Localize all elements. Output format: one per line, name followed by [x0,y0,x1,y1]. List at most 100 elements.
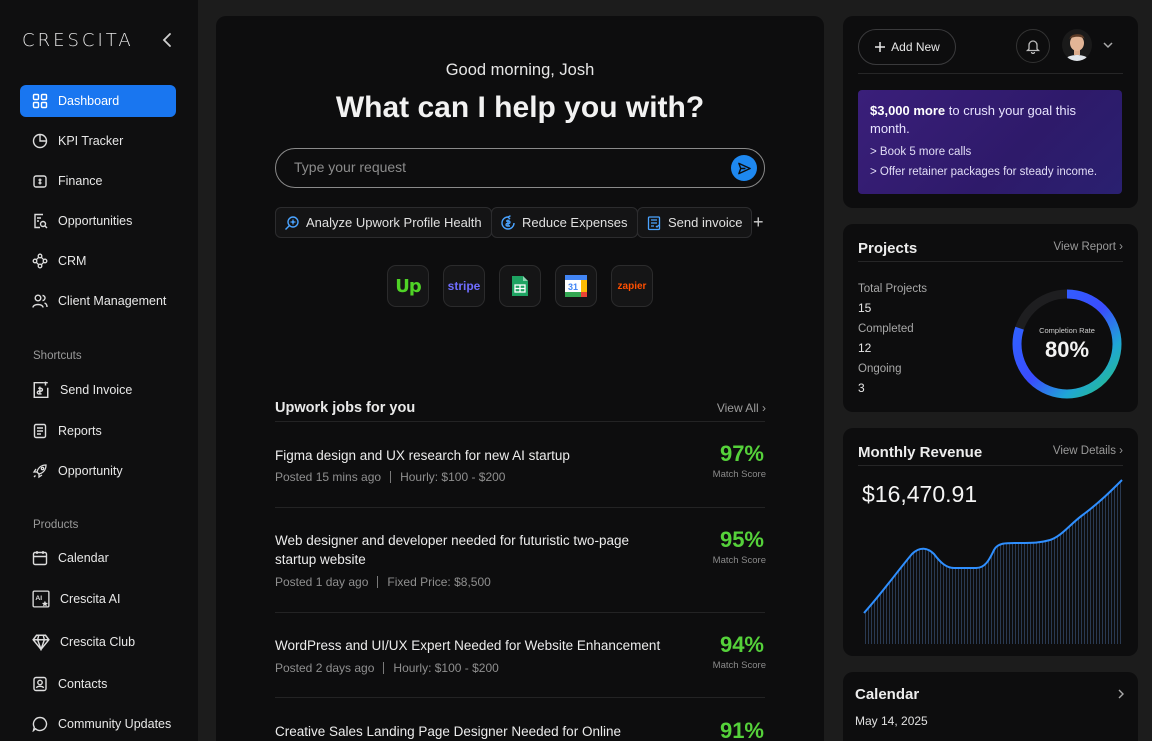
chevron-right-icon[interactable] [1116,688,1126,700]
shortcuts-heading: Shortcuts [33,350,82,362]
divider [858,73,1123,74]
product-calendar[interactable]: Calendar [20,542,176,574]
send-button[interactable] [731,155,757,181]
stripe-logo: stripe [447,279,481,293]
bell-icon [1025,40,1041,54]
nav-finance[interactable]: Finance [20,165,176,197]
notifications-button[interactable] [1016,29,1050,63]
product-crescita-club[interactable]: Crescita Club [20,626,176,658]
job-title[interactable]: WordPress and UI/UX Expert Needed for We… [275,638,661,653]
divider [275,697,765,698]
job-posted: Posted 15 mins ago [275,470,382,484]
nav-kpi-tracker[interactable]: KPI Tracker [20,125,176,157]
view-details-link[interactable]: View Details › [1052,445,1123,457]
nav-client-management[interactable]: Client Management [20,285,176,317]
jobs-section-title: Upwork jobs for you [275,400,416,416]
avatar[interactable] [1062,29,1092,61]
ongoing-label: Ongoing [858,363,902,375]
match-score: 94% [719,632,764,657]
job-title[interactable]: Figma design and UX research for new AI … [275,448,570,463]
shortcut-opportunity[interactable]: Opportunity [20,455,176,487]
goal-tip: > Offer retainer packages for steady inc… [870,166,1098,178]
divider [275,612,765,613]
chevron-down-icon[interactable] [1101,38,1115,52]
view-all-jobs-link[interactable]: View All › [716,401,766,415]
product-community-updates[interactable]: Community Updates [20,708,176,740]
view-report-link[interactable]: View Report › [1053,241,1123,253]
google-calendar-integration[interactable]: 31 [555,265,597,307]
nav-label: Send Invoice [60,383,133,397]
nav-label: Crescita Club [60,635,136,649]
wallet-icon [33,175,47,188]
goal-card[interactable]: $3,000 more to crush your goal this mont… [858,90,1122,194]
nav-dashboard[interactable]: Dashboard [20,85,176,117]
projects-panel: Projects View Report › Total Projects 15… [843,224,1138,412]
shortcut-send-invoice[interactable]: Send Invoice [20,374,176,406]
dashboard-icon [32,93,48,109]
job-posted: Posted 1 day ago [275,575,369,589]
revenue-chart [863,479,1123,644]
total-projects-value: 15 [858,301,872,315]
sidebar: CRESCITA Dashboard KPI Tracker Finance O… [0,0,198,741]
calendar-day: 31 [568,282,578,292]
product-contacts[interactable]: Contacts [20,668,176,700]
assistant-panel: Good morning, Josh What can I help you w… [216,16,824,741]
collapse-sidebar-icon[interactable] [158,30,176,50]
plus-icon [875,42,886,52]
divider [275,421,765,422]
match-score-label: Match Score [712,555,766,566]
svg-text:AI: AI [35,595,42,602]
revenue-panel: Monthly Revenue View Details › $16,470.9… [843,428,1138,656]
revenue-title: Monthly Revenue [858,444,983,461]
divider [275,507,765,508]
upwork-integration[interactable]: Up [387,265,429,307]
nav-label: Calendar [58,551,109,565]
view-report-label: View Report [1053,241,1116,253]
chip-reduce-expenses[interactable]: Reduce Expenses [491,207,638,238]
calendar-icon [32,551,48,566]
nav-label: KPI Tracker [58,134,124,148]
completed-value: 12 [858,341,872,355]
stripe-integration[interactable]: stripe [443,265,485,307]
nav-label: Reports [58,424,102,438]
job-posted: Posted 2 days ago [275,661,375,675]
contacts-icon [33,676,47,692]
job-title[interactable]: Web designer and developer needed for fu… [275,533,629,567]
rocket-icon [32,464,47,479]
diamond-icon [32,634,50,651]
match-score: 91% [719,718,764,741]
ai-icon: AI [32,590,50,608]
zapier-integration[interactable]: zapier [611,265,653,307]
nav-label: CRM [58,254,87,268]
add-chip-button[interactable]: + [753,212,764,232]
completion-rate-label: Completion Rate [1039,326,1095,335]
pie-chart-icon [32,133,48,149]
users-icon [32,294,48,308]
divider [858,261,1123,262]
chip-analyze-upwork[interactable]: Analyze Upwork Profile Health [275,207,492,238]
nav-crm[interactable]: CRM [20,245,176,277]
nav-label: Contacts [58,677,108,691]
report-icon [33,423,47,439]
request-input[interactable] [294,159,714,175]
upwork-logo: Up [395,275,421,297]
nav-label: Opportunities [58,214,133,228]
goal-text: to crush your goal this month. [870,103,1076,136]
add-new-button[interactable]: Add New [858,29,956,65]
nav-opportunities[interactable]: Opportunities [20,205,176,237]
job-title[interactable]: Creative Sales Landing Page Designer Nee… [275,724,621,739]
product-crescita-ai[interactable]: AI Crescita AI [20,583,176,615]
job-meta: Posted 2 days ago Hourly: $100 - $200 [275,661,499,675]
match-score: 97% [719,441,764,466]
google-sheets-integration[interactable] [499,265,541,307]
chip-send-invoice[interactable]: Send invoice [637,207,753,238]
request-box [275,148,765,188]
job-rate: Hourly: $100 - $200 [400,470,506,484]
shortcut-reports[interactable]: Reports [20,415,176,447]
ongoing-value: 3 [858,381,865,395]
app-logo[interactable]: CRESCITA [22,30,134,51]
nav-label: Community Updates [58,717,172,731]
page-title: What can I help you with? [335,91,705,124]
calendar-panel: Calendar May 14, 2025 [843,672,1138,741]
goal-tip: > Book 5 more calls [870,146,972,158]
